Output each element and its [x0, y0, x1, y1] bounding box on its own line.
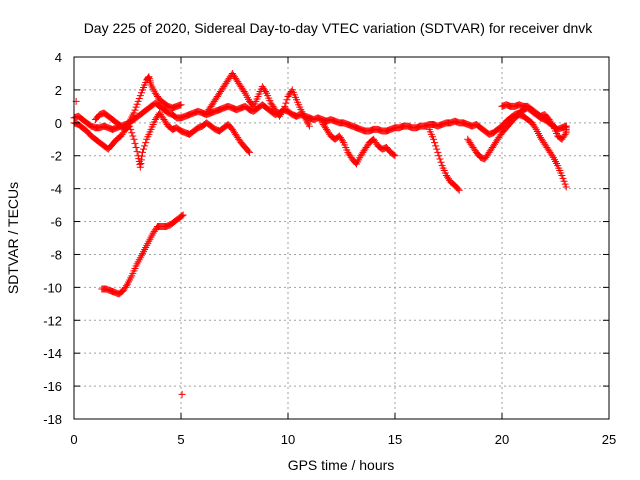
data-point: [434, 148, 442, 156]
series-branch-e: [425, 125, 463, 194]
grid: [74, 57, 609, 419]
data-point: [131, 106, 139, 114]
data-point: [140, 145, 148, 153]
x-tick-label: 15: [388, 432, 402, 447]
x-axis-label: GPS time / hours: [288, 457, 395, 473]
data-point: [130, 135, 138, 143]
y-tick-label: -8: [50, 247, 62, 262]
series-branch-b: [91, 73, 185, 133]
data-point: [178, 212, 186, 220]
y-tick-label: -6: [50, 215, 62, 230]
data-point: [244, 147, 252, 155]
axis-ticks: [73, 56, 610, 420]
y-axis-label: SDTVAR / TECUs: [5, 182, 21, 294]
y-tick-label: 0: [55, 116, 62, 131]
chart-title: Day 225 of 2020, Sidereal Day-to-day VTE…: [84, 20, 594, 36]
series-branch-a: [70, 109, 253, 171]
data-point: [136, 163, 144, 171]
y-tick-label: -2: [50, 149, 62, 164]
data-point: [390, 151, 398, 159]
data-point: [561, 180, 569, 188]
y-tick-label: -16: [43, 379, 62, 394]
data-point: [245, 148, 253, 156]
data-point: [281, 102, 289, 110]
data-point: [561, 130, 569, 138]
plot-frame: [73, 56, 610, 420]
data-point: [128, 129, 136, 137]
data-point: [454, 185, 462, 193]
y-tick-label: -14: [43, 346, 62, 361]
data-point: [437, 158, 445, 166]
series-branch-g: [498, 101, 570, 143]
data-point: [136, 160, 144, 168]
y-tick-label: 2: [55, 83, 62, 98]
series-branch-d: [318, 119, 399, 168]
data-point: [391, 152, 399, 160]
data-point: [339, 137, 347, 145]
data-point: [133, 100, 141, 108]
data-point: [131, 139, 139, 147]
data-point: [137, 156, 145, 164]
series-baseline: [70, 99, 570, 138]
series-branch-c: [203, 69, 313, 130]
data-point: [436, 155, 444, 163]
y-tick-label: -10: [43, 280, 62, 295]
x-tick-label: 10: [281, 432, 295, 447]
data-point: [455, 186, 463, 194]
data-point: [280, 106, 288, 114]
data-point: [262, 88, 270, 96]
data-point: [178, 390, 186, 398]
series-low-track: [98, 211, 187, 298]
data-point: [562, 183, 570, 191]
data-point: [177, 101, 185, 109]
y-tick-label: -4: [50, 182, 62, 197]
data-point: [548, 152, 556, 160]
y-tick-label: -18: [43, 412, 62, 427]
data-point: [559, 174, 567, 182]
data-point: [134, 97, 142, 105]
data-point: [136, 92, 144, 100]
data-point: [142, 139, 150, 147]
data-point: [144, 74, 152, 82]
data-point: [560, 177, 568, 185]
data-point: [433, 145, 441, 153]
data-point: [435, 152, 443, 160]
data-point: [137, 89, 145, 97]
data-point: [305, 122, 313, 130]
data-point: [558, 171, 566, 179]
data-point: [279, 107, 287, 115]
data-point: [138, 152, 146, 160]
data-point: [179, 211, 187, 219]
data-point: [240, 88, 248, 96]
data-point: [283, 96, 291, 104]
data-point: [122, 282, 130, 290]
data-point: [132, 103, 140, 111]
data-points: [70, 69, 570, 398]
data-point: [130, 109, 138, 117]
data-point: [132, 144, 140, 151]
data-point: [135, 95, 143, 103]
x-tick-label: 25: [602, 432, 616, 447]
data-point: [531, 124, 539, 132]
data-point: [562, 122, 570, 130]
series-branch-f: [464, 111, 570, 191]
data-point: [137, 160, 145, 168]
data-point: [141, 142, 149, 150]
data-point: [129, 132, 137, 140]
data-point: [282, 99, 290, 107]
data-point: [432, 142, 440, 150]
data-point: [548, 120, 556, 128]
y-tick-label: -12: [43, 313, 62, 328]
data-point: [138, 148, 146, 156]
x-tick-label: 5: [177, 432, 184, 447]
data-point: [430, 135, 438, 143]
x-tick-label: 0: [70, 432, 77, 447]
y-tick-label: 4: [55, 50, 62, 65]
data-point: [133, 148, 141, 156]
data-point: [431, 139, 439, 147]
x-tick-label: 20: [495, 432, 509, 447]
